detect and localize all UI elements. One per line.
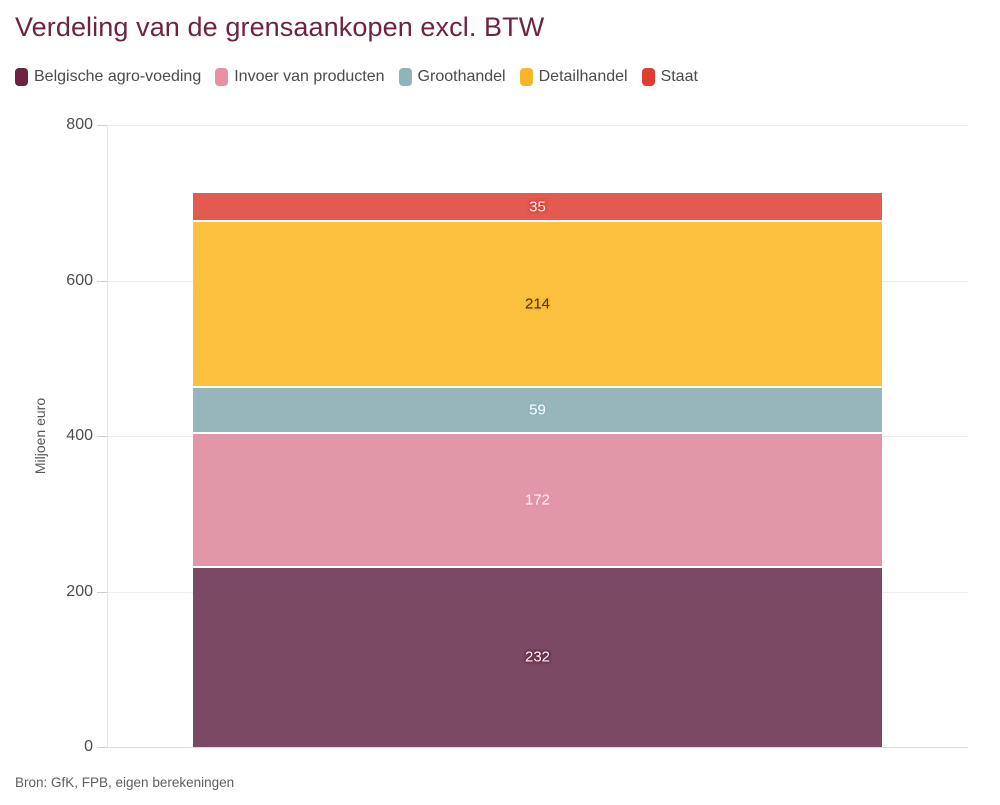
segment-separator [193,565,882,568]
legend-item-detailhandel: Detailhandel [519,68,628,86]
y-tick [97,280,107,282]
y-tick [97,747,107,748]
legend-label: Belgische agro-voeding [34,68,202,85]
legend-item-groothandel: Groothandel [398,68,506,86]
legend-label: Invoer van producten [234,68,385,85]
legend-swatch [519,68,533,86]
gridline [107,125,968,126]
bar-segment-invoer-van-producten [193,432,882,567]
y-tick-label: 400 [66,427,93,444]
segment-separator [193,431,882,434]
legend-swatch [641,68,655,86]
legend-swatch [15,68,28,86]
y-tick [97,125,107,126]
segment-separator [193,386,882,389]
y-tick [97,436,107,437]
bar-segment-staat [193,193,882,221]
source-note: Bron: GfK, FPB, eigen berekeningen [15,775,235,790]
y-tick-label: 800 [66,116,93,133]
segment-separator [193,219,882,222]
y-tick-label: 200 [66,582,93,600]
legend-label: Groothandel [417,68,506,85]
gridline [107,747,968,748]
legend-item-staat: Staat [641,68,698,86]
bar-segment-detailhandel [193,220,882,387]
legend-label: Staat [660,68,698,85]
bar-segment-groothandel [193,387,882,433]
legend-item-belgische-agro-voeding: Belgische agro-voeding [15,68,201,86]
legend: Belgische agro-voeding Invoer van product… [15,68,698,86]
y-tick [97,591,107,593]
legend-label: Detailhandel [538,68,628,85]
chart-title: Verdeling van de grensaankopen excl. BTW [15,12,545,42]
y-tick-label: 0 [84,738,93,755]
y-tick-label: 600 [66,271,93,289]
legend-swatch [398,68,412,86]
bar-segment-belgische-agro-voeding [193,566,882,747]
legend-swatch [215,68,229,86]
legend-item-invoer-van-producten: Invoer van producten [215,68,385,86]
y-axis-line [107,125,108,747]
